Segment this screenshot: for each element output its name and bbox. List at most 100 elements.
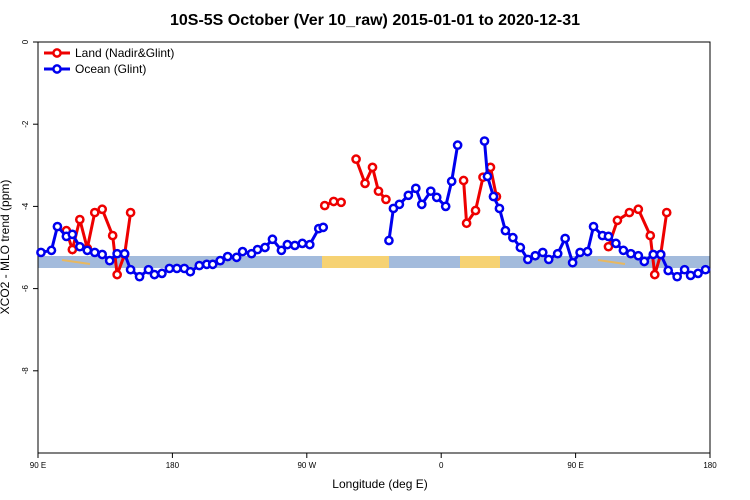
point [297, 238, 308, 249]
point [530, 250, 541, 261]
point [360, 178, 370, 189]
point [207, 259, 218, 270]
point [603, 231, 614, 242]
point [655, 249, 666, 260]
point [649, 269, 660, 280]
point [567, 257, 578, 268]
point [515, 242, 526, 253]
point [237, 246, 248, 257]
point [67, 244, 78, 255]
point [612, 215, 623, 226]
island-marks [61, 259, 626, 265]
point [89, 247, 100, 258]
y-tick-label: -8 [21, 367, 30, 375]
point [134, 271, 145, 282]
point [97, 249, 108, 260]
point [125, 207, 136, 218]
point [560, 233, 570, 244]
point [661, 207, 672, 218]
point [125, 264, 136, 275]
point [522, 254, 533, 265]
point [276, 245, 287, 256]
chart-title: 10S-5S October (Ver 10_raw) 2015-01-01 t… [170, 12, 580, 29]
point [575, 247, 585, 258]
point [494, 203, 505, 214]
point [552, 248, 563, 259]
x-tick-label: 90 E [30, 461, 46, 470]
point [52, 221, 63, 232]
point [488, 191, 499, 202]
point [384, 235, 394, 246]
point [403, 190, 414, 201]
x-tick-label: 90 E [567, 461, 583, 470]
legend: Land (Nadir&Glint) Ocean (Glint) [44, 46, 174, 76]
point [36, 247, 46, 258]
point [104, 255, 115, 266]
point [679, 264, 690, 275]
y-tick-label: -4 [21, 202, 30, 210]
point [290, 240, 300, 251]
point [482, 171, 493, 182]
x-tick-label: 90 W [297, 461, 316, 470]
point [381, 194, 391, 205]
y-axis-label: XCO2 - MLO trend (ppm) [0, 180, 12, 315]
point [394, 199, 405, 210]
point [693, 268, 703, 279]
point [304, 239, 315, 250]
point [425, 186, 436, 197]
point [645, 230, 656, 241]
point [143, 264, 154, 275]
point [639, 256, 650, 267]
point [194, 260, 205, 271]
legend-label: Land (Nadir&Glint) [75, 46, 174, 60]
point [367, 162, 378, 173]
point [416, 199, 427, 210]
point [537, 247, 548, 258]
legend-label: Ocean (Glint) [75, 62, 146, 76]
point [410, 183, 421, 194]
point [461, 218, 472, 229]
point [351, 154, 361, 164]
point [74, 241, 85, 252]
land-band [460, 256, 500, 268]
point [336, 197, 346, 208]
point [82, 245, 93, 256]
point [97, 204, 108, 215]
point [157, 268, 167, 279]
point [633, 204, 644, 215]
legend-marker [52, 48, 62, 58]
point [185, 266, 196, 277]
point [624, 207, 635, 218]
land-band [322, 256, 389, 268]
point [582, 246, 593, 257]
point [46, 245, 57, 256]
point [452, 140, 463, 151]
point [663, 265, 674, 276]
point [215, 255, 226, 266]
point [446, 176, 457, 187]
point [319, 200, 330, 211]
point [648, 249, 659, 260]
point [626, 248, 636, 259]
x-tick-label: 180 [166, 461, 180, 470]
point [700, 264, 711, 275]
point [431, 192, 442, 203]
point [267, 234, 278, 245]
point [479, 136, 490, 146]
point [618, 245, 629, 256]
point [172, 263, 182, 274]
point [252, 244, 263, 255]
point [328, 196, 339, 207]
plot-frame [37, 41, 711, 454]
point [611, 238, 621, 249]
point [260, 242, 270, 253]
point [672, 271, 682, 282]
point [149, 269, 160, 280]
y-tick-label: -2 [21, 120, 30, 128]
point [231, 252, 242, 263]
point [282, 239, 293, 250]
y-tick-label: 0 [21, 39, 30, 44]
y-tick-label: -6 [21, 284, 30, 292]
x-axis-label: Longitude (deg E) [332, 477, 427, 491]
